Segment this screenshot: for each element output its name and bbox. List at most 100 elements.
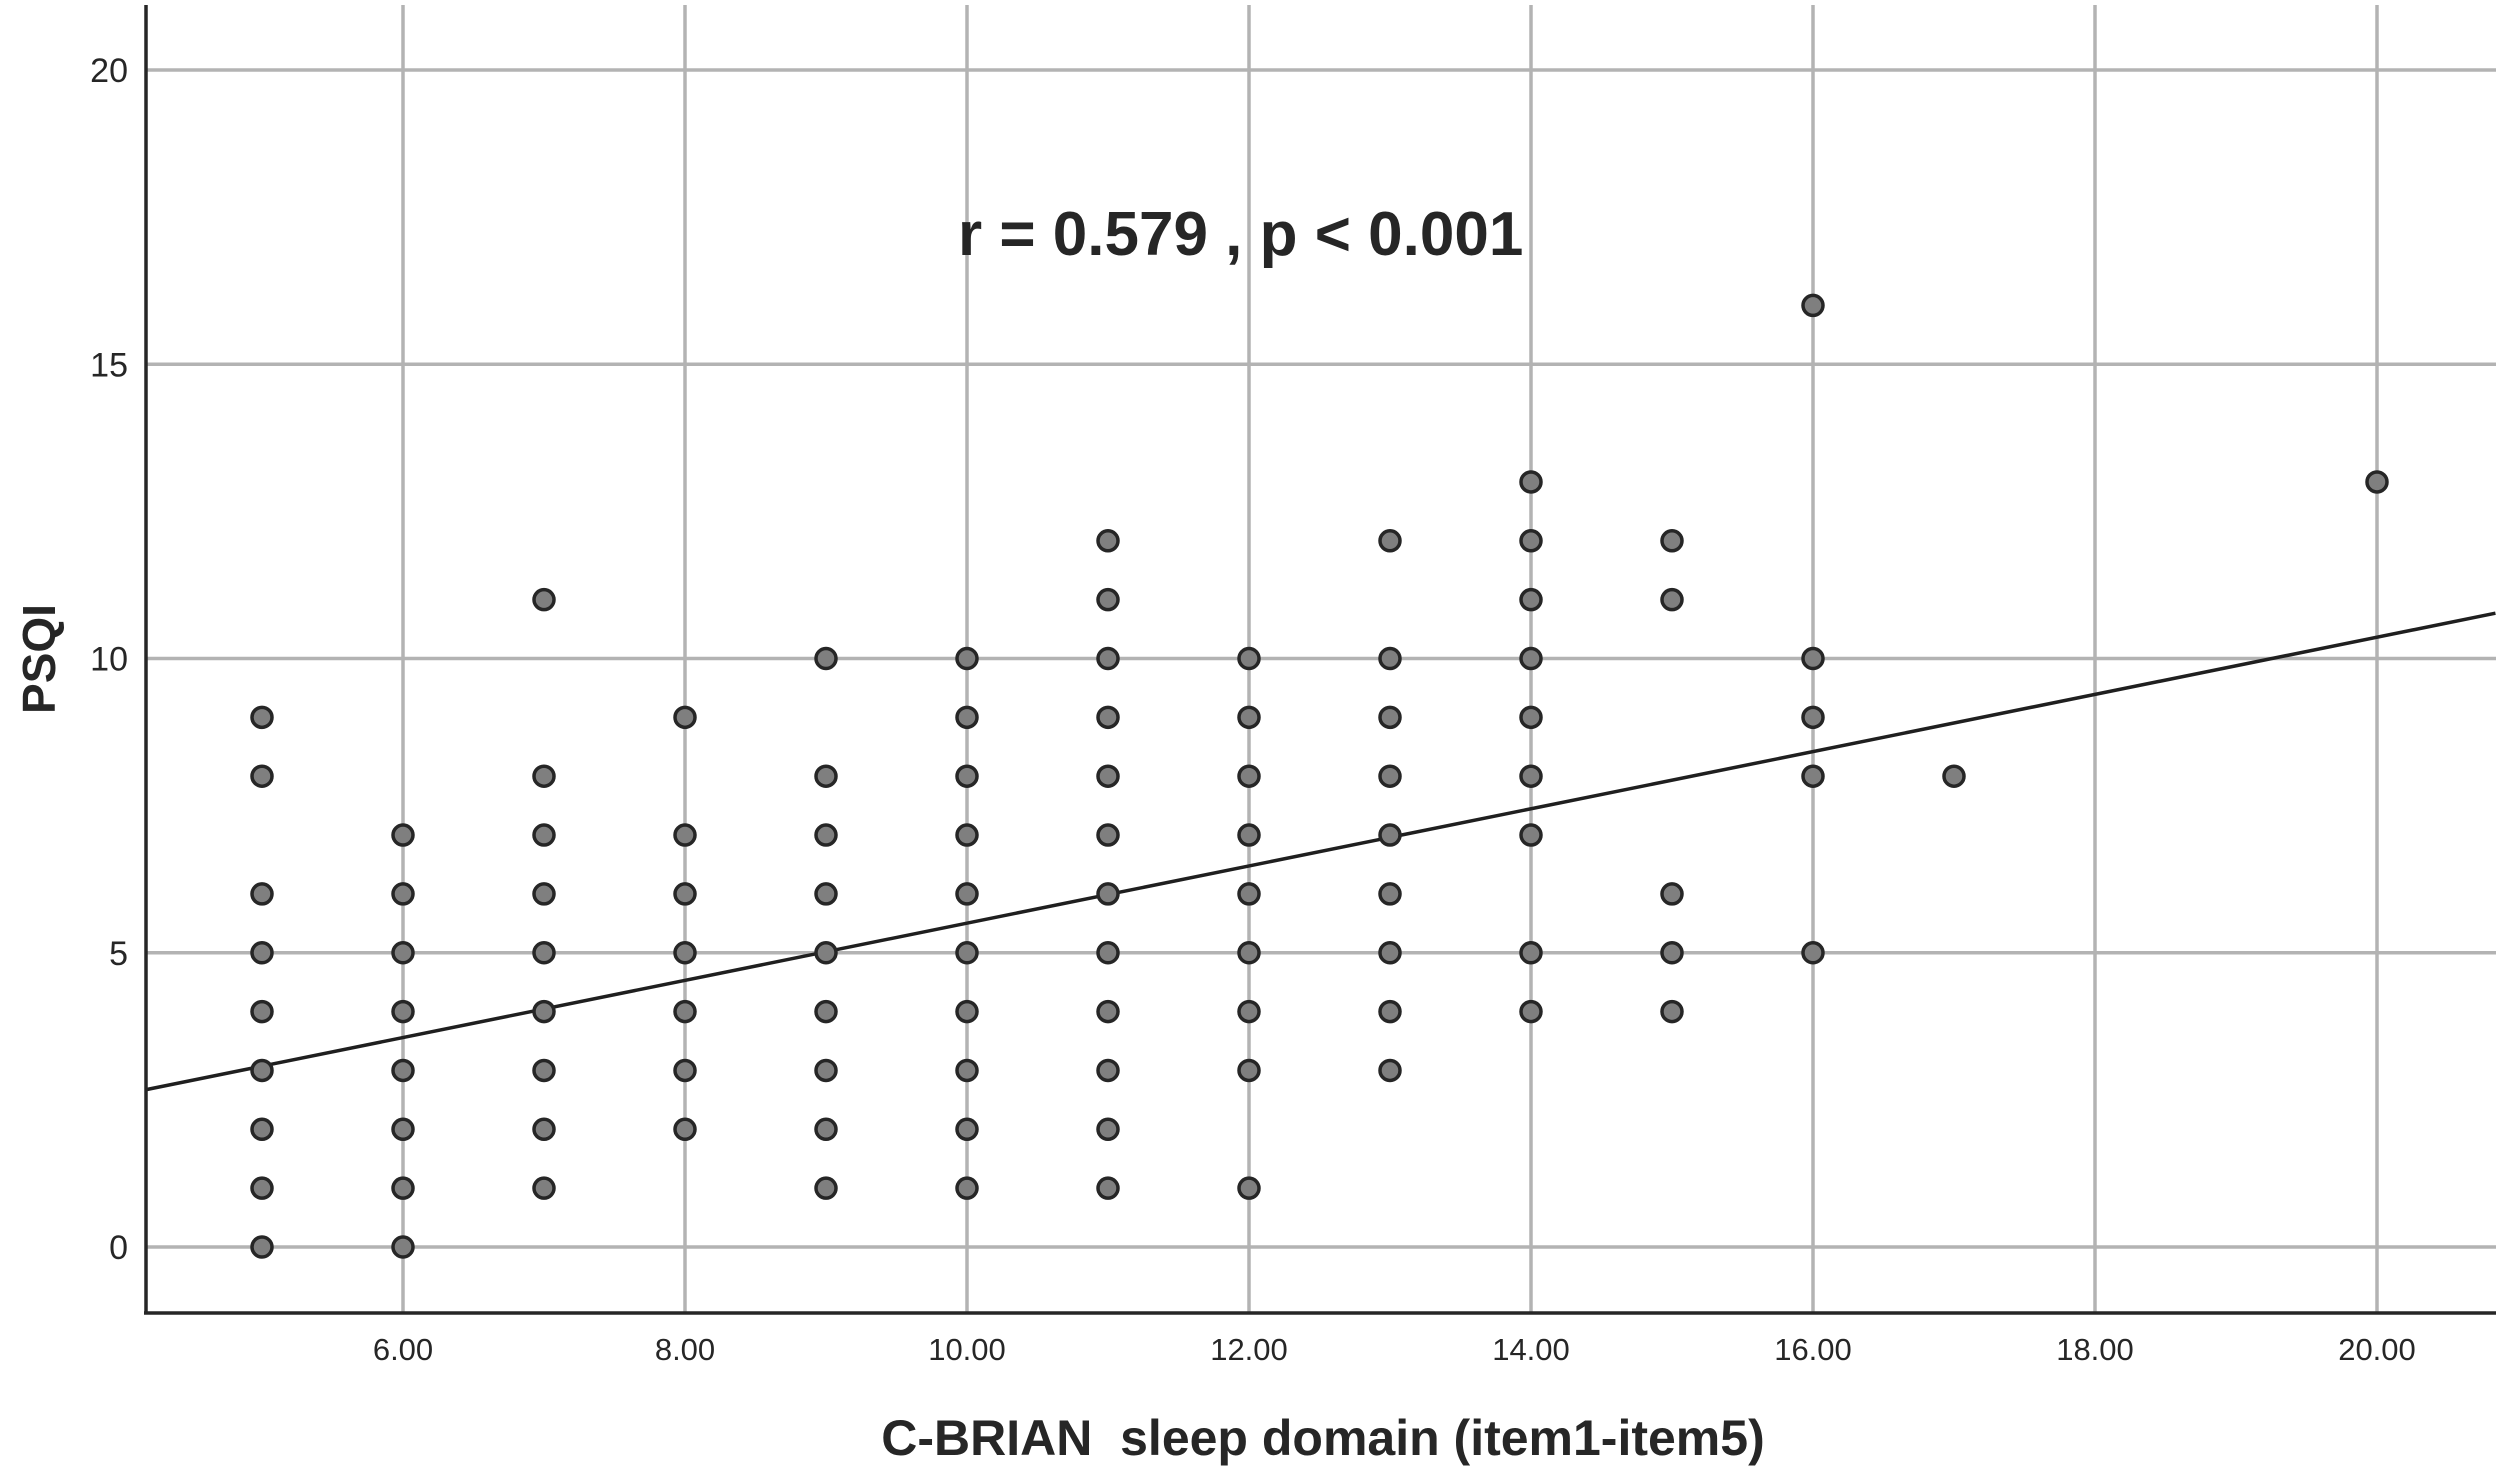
data-point [532,1058,556,1083]
data-point [250,764,274,788]
data-point [391,941,415,965]
data-point [814,1058,838,1083]
data-point [1801,764,1825,788]
x-tick-label: 10.00 [928,1332,1006,1367]
data-point [1378,529,1402,553]
data-point [532,587,556,612]
data-points [250,293,2389,1259]
data-point [1378,999,1402,1024]
y-tick-label: 10 [90,641,128,679]
data-point [2365,470,2389,494]
data-point [955,646,979,671]
data-point [532,1117,556,1142]
x-tick-label: 18.00 [2056,1332,2134,1367]
x-tick-label: 14.00 [1492,1332,1570,1367]
data-point [532,882,556,906]
data-point [391,823,415,847]
data-point [673,999,697,1024]
x-tick-label: 20.00 [2338,1332,2416,1367]
data-point [673,882,697,906]
data-point [1096,941,1120,965]
y-tick-label: 0 [109,1229,128,1267]
data-point [1096,999,1120,1024]
data-point [1237,941,1261,965]
data-point [250,1117,274,1142]
x-tick-label: 8.00 [655,1332,715,1367]
data-point [1237,823,1261,847]
data-point [532,941,556,965]
data-point [1801,646,1825,671]
data-point [1378,764,1402,788]
correlation-annotation: r = 0.579 , p < 0.001 [958,200,1523,269]
data-point [1378,1058,1402,1083]
data-point [814,882,838,906]
y-tick-labels: 0 5 10 15 20 [90,52,128,1267]
data-point [1801,705,1825,730]
data-point [1096,705,1120,730]
data-point [814,941,838,965]
data-point [955,764,979,788]
data-point [1519,646,1543,671]
data-point [673,941,697,965]
data-point [955,882,979,906]
data-point [1096,1176,1120,1200]
data-point [250,1176,274,1200]
data-point [391,1058,415,1083]
x-tick-label: 16.00 [1774,1332,1852,1367]
data-point [532,764,556,788]
data-point [1237,1058,1261,1083]
data-point [1378,646,1402,671]
data-point [1519,764,1543,788]
data-point [1519,470,1543,494]
data-point [955,1176,979,1200]
data-point [955,823,979,847]
data-point [814,999,838,1024]
data-point [673,1058,697,1083]
data-point [814,823,838,847]
x-tick-label: 12.00 [1210,1332,1288,1367]
data-point [1096,587,1120,612]
data-point [1237,646,1261,671]
data-point [1096,1058,1120,1083]
data-point [1237,764,1261,788]
y-tick-label: 5 [109,935,128,973]
data-point [814,1176,838,1200]
data-point [673,823,697,847]
data-point [1519,587,1543,612]
data-point [1519,529,1543,553]
data-point [391,1235,415,1259]
data-point [250,999,274,1024]
data-point [1519,823,1543,847]
data-point [1237,882,1261,906]
data-point [391,999,415,1024]
data-point [1096,882,1120,906]
data-point [1237,999,1261,1024]
data-point [250,941,274,965]
data-point [1237,705,1261,730]
fit-line [144,611,2496,1092]
x-axis-title: C-BRIAN sleep domain (item1-item5) [881,1410,1764,1466]
data-point [532,823,556,847]
data-point [1378,823,1402,847]
y-tick-label: 20 [90,52,128,90]
data-point [955,1117,979,1142]
data-point [250,882,274,906]
data-point [955,941,979,965]
data-point [673,1117,697,1142]
data-point [955,999,979,1024]
data-point [1660,999,1684,1024]
regression-line [144,611,2496,1092]
y-tick-label: 15 [90,346,128,384]
data-point [955,1058,979,1083]
data-point [1660,587,1684,612]
x-tick-labels: 6.00 8.00 10.00 12.00 14.00 16.00 18.00 20.00 [373,1332,2416,1367]
data-point [1942,764,1966,788]
y-axis-title: PSQI [13,604,65,714]
x-tick-label: 6.00 [373,1332,433,1367]
data-point [1096,764,1120,788]
data-point [673,705,697,730]
data-point [814,646,838,671]
data-point [1660,882,1684,906]
data-point [1237,1176,1261,1200]
